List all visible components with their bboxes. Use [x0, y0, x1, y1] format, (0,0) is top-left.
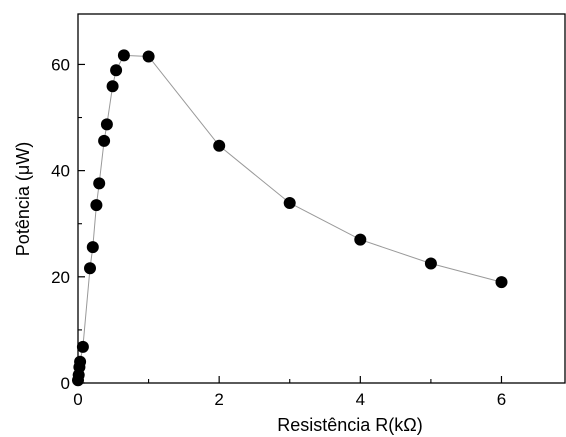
data-point: [495, 276, 508, 289]
data-point: [86, 241, 99, 254]
data-point: [74, 355, 87, 368]
data-point: [110, 64, 123, 77]
y-tick-label: 40: [51, 162, 70, 181]
x-tick-label: 0: [73, 390, 82, 409]
data-point: [354, 233, 367, 246]
data-point: [106, 80, 119, 93]
plot-frame: [77, 13, 566, 384]
x-axis-title: Resistência R(kΩ): [277, 415, 423, 435]
y-axis-title: Potência (μW): [13, 142, 33, 256]
data-point: [98, 134, 111, 147]
data-point: [213, 139, 226, 152]
data-point: [283, 197, 296, 209]
data-point: [84, 262, 96, 275]
y-tick-label: 0: [61, 374, 70, 393]
x-tick-label: 4: [356, 390, 365, 409]
axis-ticks: [77, 63, 503, 384]
data-point: [117, 49, 130, 62]
data-point: [76, 340, 89, 353]
x-tick-label: 2: [214, 390, 223, 409]
x-tick-label: 6: [497, 390, 506, 409]
data-point: [93, 177, 106, 190]
data-point: [142, 50, 155, 63]
series-line: [77, 54, 502, 381]
data-point: [100, 118, 113, 131]
data-point: [424, 257, 437, 270]
y-tick-label: 60: [51, 55, 70, 74]
y-tick-label: 20: [51, 268, 70, 287]
data-points: [72, 49, 508, 387]
data-point: [90, 199, 103, 212]
